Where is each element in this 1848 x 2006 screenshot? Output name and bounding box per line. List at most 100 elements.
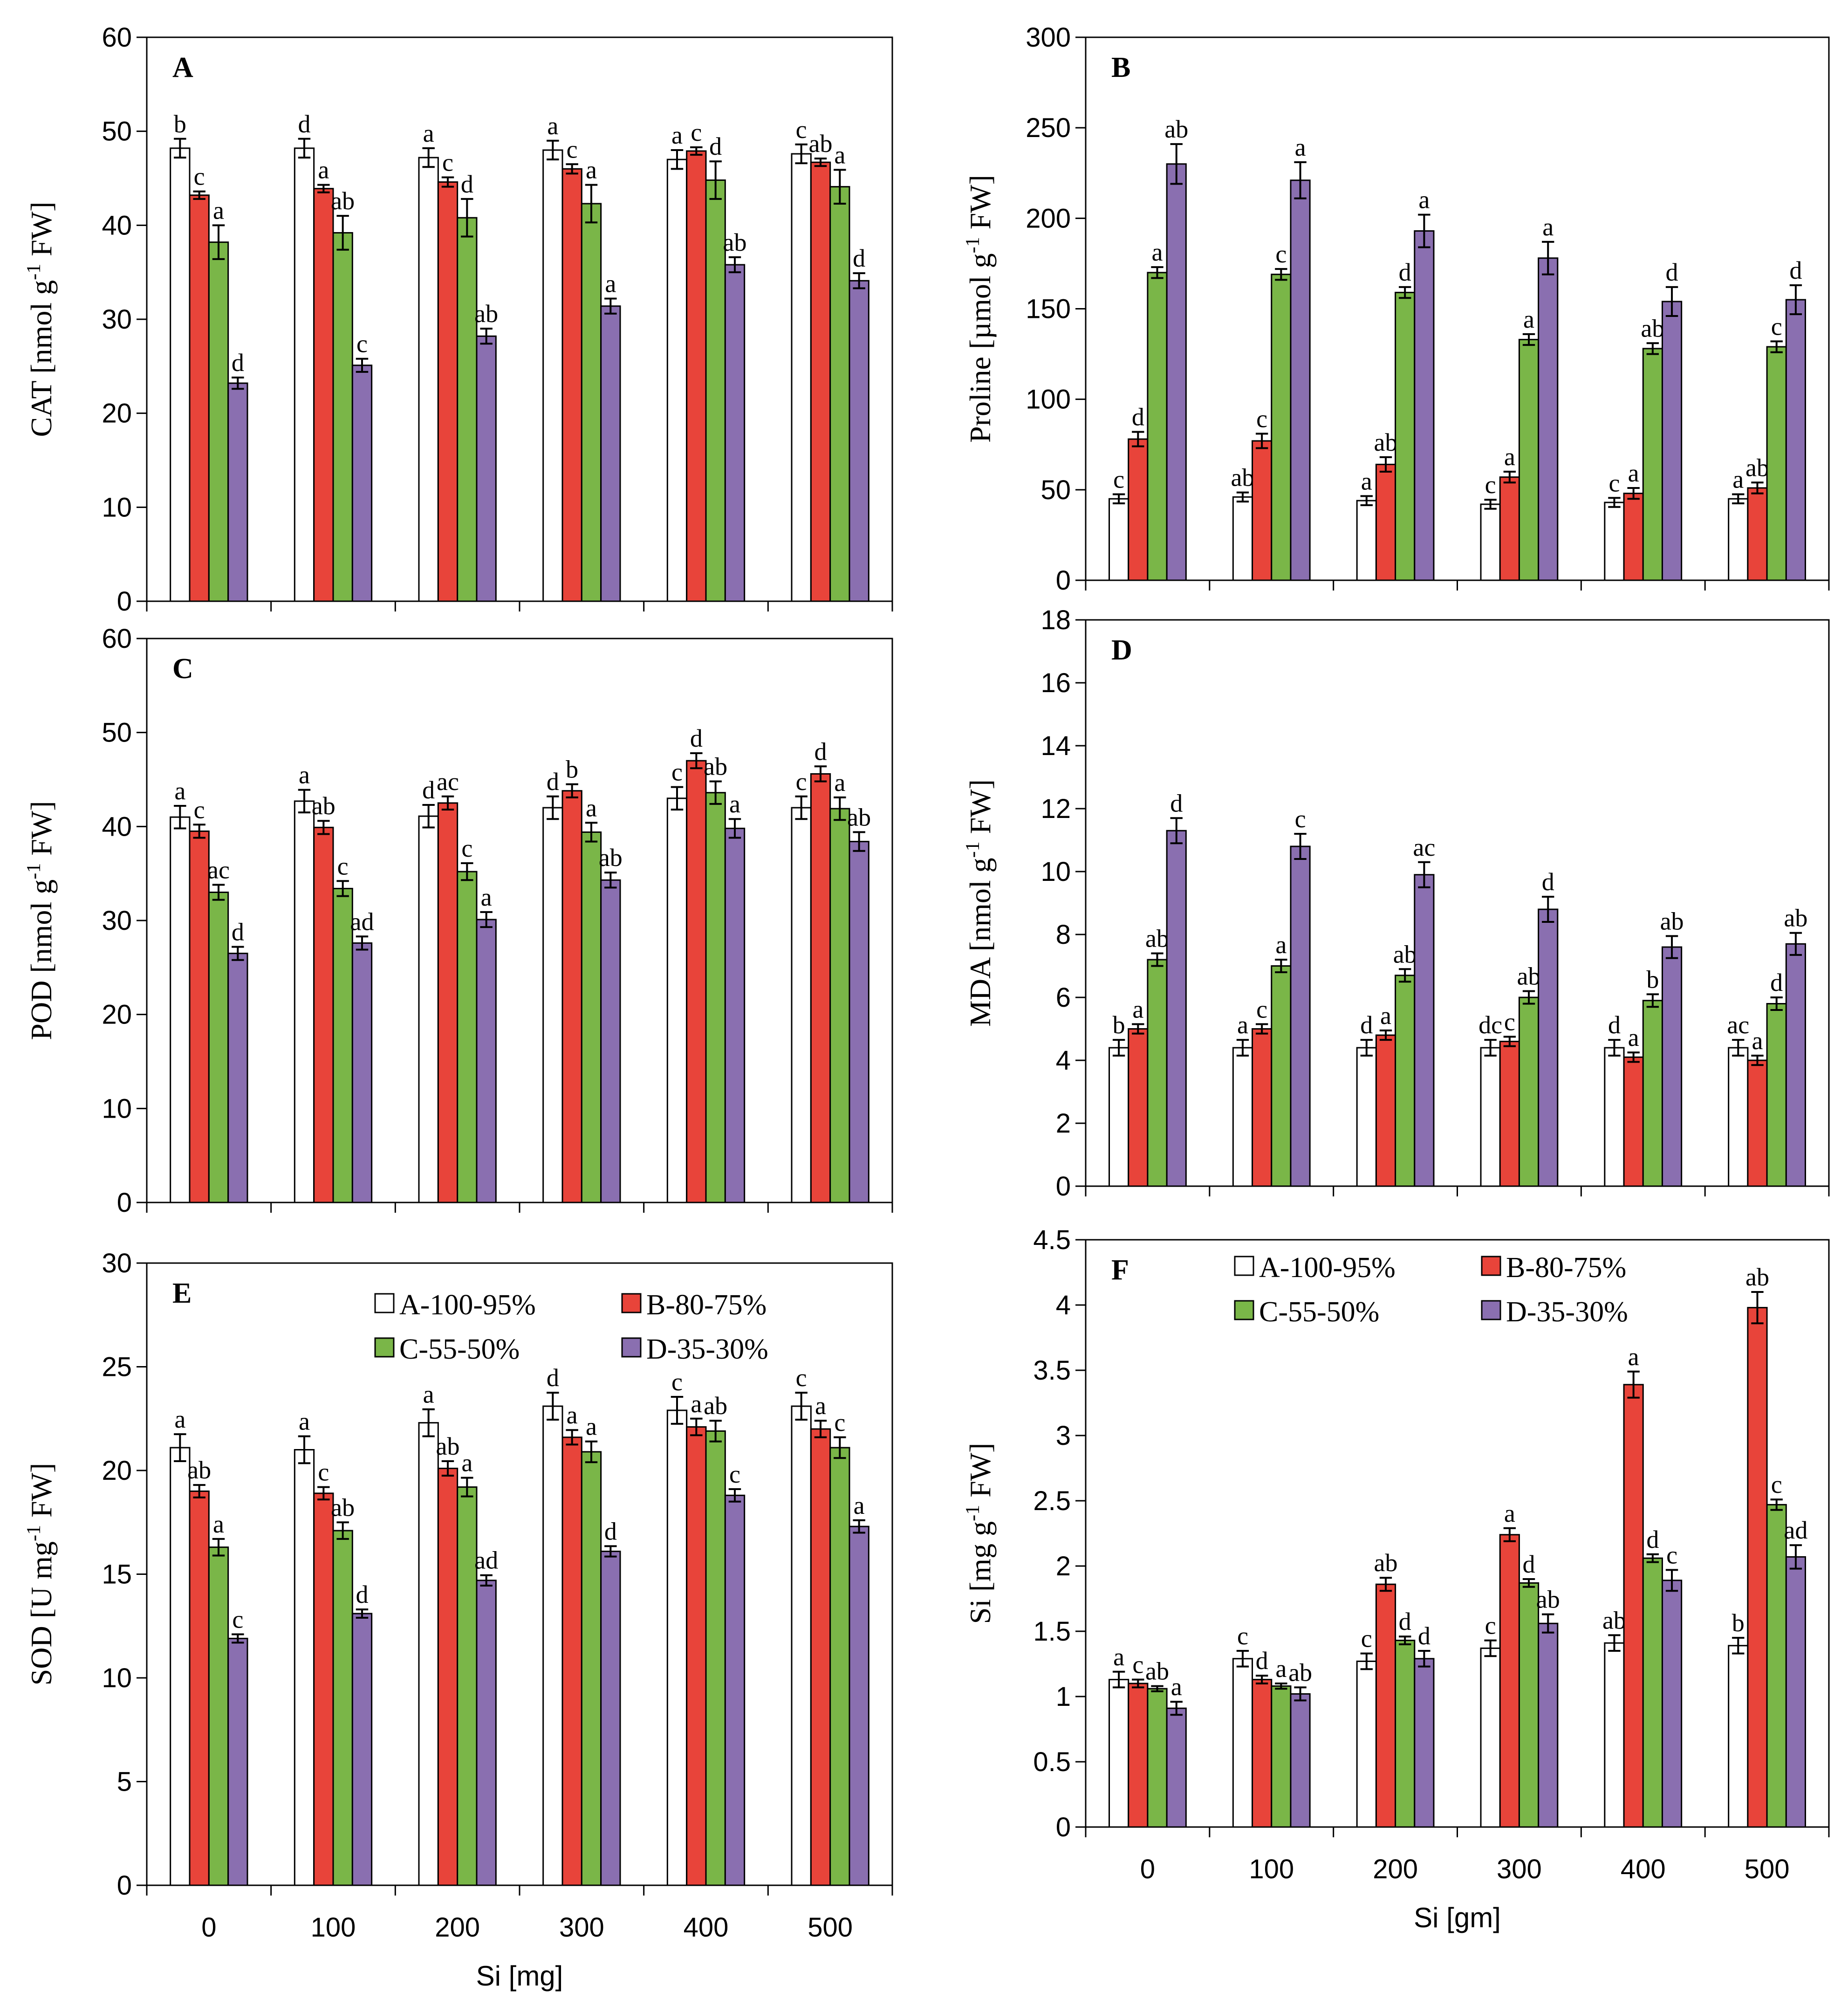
bar — [1518, 339, 1540, 581]
significance-letter: ab — [704, 753, 727, 781]
y-tick-label: 2.5 — [1033, 1486, 1071, 1516]
bar — [1271, 274, 1292, 581]
bar — [686, 760, 707, 1203]
x-tick-label: 100 — [1249, 1854, 1294, 1884]
y-tick-label: 0 — [1056, 1812, 1071, 1842]
plot-frame — [1085, 36, 1830, 581]
y-axis-title-part: CAT [nmol g — [25, 280, 58, 437]
y-axis-title: Proline [µmol g-1 FW] — [962, 175, 997, 443]
bar — [1604, 502, 1625, 581]
x-tick-label: 200 — [1373, 1854, 1418, 1884]
significance-letter: c — [1771, 312, 1782, 340]
significance-letter: a — [1237, 1011, 1248, 1039]
significance-letter: a — [318, 156, 329, 184]
bar — [1395, 1640, 1416, 1828]
panel-f: 0 0.5 1 1.5 2 2.5 3 3.5 4 4.5 0 100 200 300 400 500 Si [… — [962, 1225, 1830, 1933]
significance-letter: a — [213, 1510, 224, 1538]
bar — [1232, 1658, 1253, 1828]
bar — [600, 1551, 621, 1886]
bar — [581, 831, 602, 1203]
significance-letter: ab — [331, 1493, 355, 1521]
bar — [418, 1422, 439, 1886]
bar — [561, 1436, 582, 1886]
significance-letter: c — [442, 148, 453, 176]
bar — [849, 280, 869, 602]
significance-letter: dc — [1478, 1011, 1502, 1039]
bar — [1271, 1685, 1292, 1828]
significance-letter: a — [1504, 1499, 1515, 1527]
y-axis-title-part: Proline [µmol g — [964, 253, 997, 443]
bar — [457, 1486, 478, 1886]
y-tick-label: 20 — [102, 1000, 132, 1030]
significance-letter: a — [1523, 305, 1534, 333]
y-tick-label: 8 — [1056, 920, 1071, 950]
x-tick-label: 500 — [808, 1912, 853, 1943]
significance-letter: c — [337, 852, 349, 880]
bar — [666, 797, 688, 1203]
significance-letter: c — [671, 1368, 683, 1396]
significance-letter: ac — [1413, 833, 1435, 861]
bar — [170, 816, 191, 1203]
significance-letter: d — [1789, 256, 1802, 284]
bar — [1661, 301, 1683, 581]
y-tick-label: 30 — [102, 304, 132, 335]
bar — [170, 1447, 191, 1886]
significance-letter: c — [194, 796, 205, 824]
bar — [581, 203, 602, 602]
significance-letter: ab — [1745, 453, 1769, 481]
significance-letter: ab — [1784, 904, 1807, 932]
y-axis-title-part: FW] — [964, 175, 997, 237]
significance-letter: d — [232, 349, 244, 377]
panel-letter: A — [172, 52, 193, 83]
significance-letter: ab — [1641, 314, 1664, 342]
legend-swatch — [1481, 1300, 1501, 1320]
significance-letter: a — [174, 777, 185, 805]
legend-label: C-55-50% — [1259, 1296, 1379, 1328]
panel-letter: C — [172, 653, 193, 685]
bar — [1604, 1047, 1625, 1187]
significance-letter: a — [1361, 467, 1372, 495]
bar — [686, 150, 707, 602]
x-tick-label: 500 — [1745, 1854, 1790, 1884]
significance-letter: d — [1770, 969, 1783, 996]
bar — [1499, 1534, 1520, 1828]
significance-letter: a — [815, 1392, 826, 1420]
significance-letter: a — [834, 769, 845, 797]
plot-frame — [146, 638, 893, 1203]
significance-letter: c — [1666, 1541, 1677, 1569]
panel-letter: B — [1111, 52, 1130, 83]
bar — [1623, 1056, 1644, 1187]
bar — [1642, 348, 1663, 581]
x-axis-title: Si [gm] — [1414, 1902, 1501, 1933]
bar — [332, 1530, 353, 1886]
significance-letter: ab — [187, 1456, 211, 1484]
x-axis-title: Si [mg] — [476, 1960, 563, 1992]
bar — [1232, 496, 1253, 581]
significance-letter: c — [796, 1364, 807, 1392]
bar — [294, 800, 315, 1203]
y-tick-label: 50 — [102, 117, 132, 147]
significance-letter: d — [814, 737, 827, 765]
bar — [849, 1525, 869, 1886]
bar — [476, 335, 497, 602]
y-tick-label: 150 — [1026, 294, 1071, 324]
bar — [1356, 500, 1377, 581]
bar — [227, 1637, 248, 1886]
bar — [1252, 1679, 1273, 1828]
y-axis-title-superscript: -1 — [962, 1505, 984, 1521]
significance-letter: d — [1523, 1550, 1535, 1578]
significance-letter: ab — [331, 187, 355, 215]
plot-frame — [1085, 1239, 1830, 1828]
bar — [1290, 179, 1311, 581]
bar — [600, 879, 621, 1203]
bar — [1414, 1658, 1435, 1828]
bar — [1252, 440, 1273, 581]
significance-letter: ab — [1602, 1606, 1626, 1634]
significance-letter: c — [834, 1408, 845, 1436]
y-tick-label: 2 — [1056, 1551, 1071, 1581]
bar — [686, 1426, 707, 1886]
significance-letter: ab — [1393, 940, 1417, 968]
significance-letter: ab — [312, 792, 335, 820]
